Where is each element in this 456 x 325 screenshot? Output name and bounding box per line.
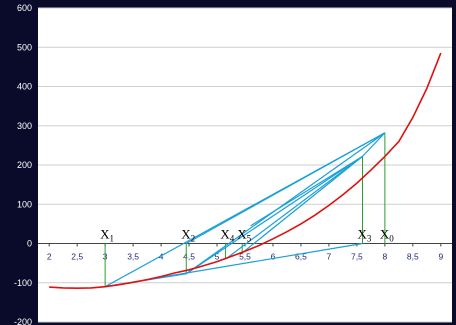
point-label-x3: X3 bbox=[357, 227, 371, 244]
secant-line bbox=[250, 155, 363, 227]
x-tick-label: 7,5 bbox=[351, 252, 363, 262]
x-tick-label: 5 bbox=[215, 252, 220, 262]
point-label-x0: X0 bbox=[380, 227, 394, 244]
point-label-x5: X5 bbox=[237, 227, 251, 244]
x-tick-label: 7 bbox=[327, 252, 332, 262]
x-tick-label: 6,5 bbox=[295, 252, 307, 262]
secant-line bbox=[241, 155, 363, 254]
y-tick-label: 100 bbox=[17, 199, 32, 209]
secant-line bbox=[185, 155, 363, 275]
y-tick-label: 400 bbox=[17, 82, 32, 92]
y-tick-label: 600 bbox=[17, 3, 32, 13]
y-tick-label: 300 bbox=[17, 121, 32, 131]
x-tick-label: 9 bbox=[438, 252, 443, 262]
secant-line bbox=[185, 132, 386, 275]
x-tick-label: 5,5 bbox=[239, 252, 251, 262]
y-tick-label: 0 bbox=[27, 239, 32, 249]
point-label-x2: X2 bbox=[181, 227, 195, 244]
y-tick-label: -100 bbox=[14, 278, 32, 288]
function-curve bbox=[49, 52, 442, 290]
x-tick-label: 8 bbox=[382, 252, 387, 262]
y-tick-label: 500 bbox=[17, 42, 32, 52]
x-tick-label: 2,5 bbox=[71, 252, 83, 262]
y-tick-label: 200 bbox=[17, 160, 32, 170]
x-tick-label: 2 bbox=[47, 252, 52, 262]
x-tick-label: 6 bbox=[271, 252, 276, 262]
secant-line bbox=[225, 155, 363, 260]
secant-line bbox=[185, 132, 386, 245]
secant-line bbox=[362, 132, 386, 157]
y-tick-label: -200 bbox=[14, 317, 32, 325]
point-label-x1: X1 bbox=[100, 227, 114, 244]
x-tick-label: 3,5 bbox=[127, 252, 139, 262]
point-label-x4: X4 bbox=[220, 227, 234, 244]
x-tick-label: 4,5 bbox=[183, 252, 195, 262]
x-tick-label: 8,5 bbox=[407, 252, 419, 262]
